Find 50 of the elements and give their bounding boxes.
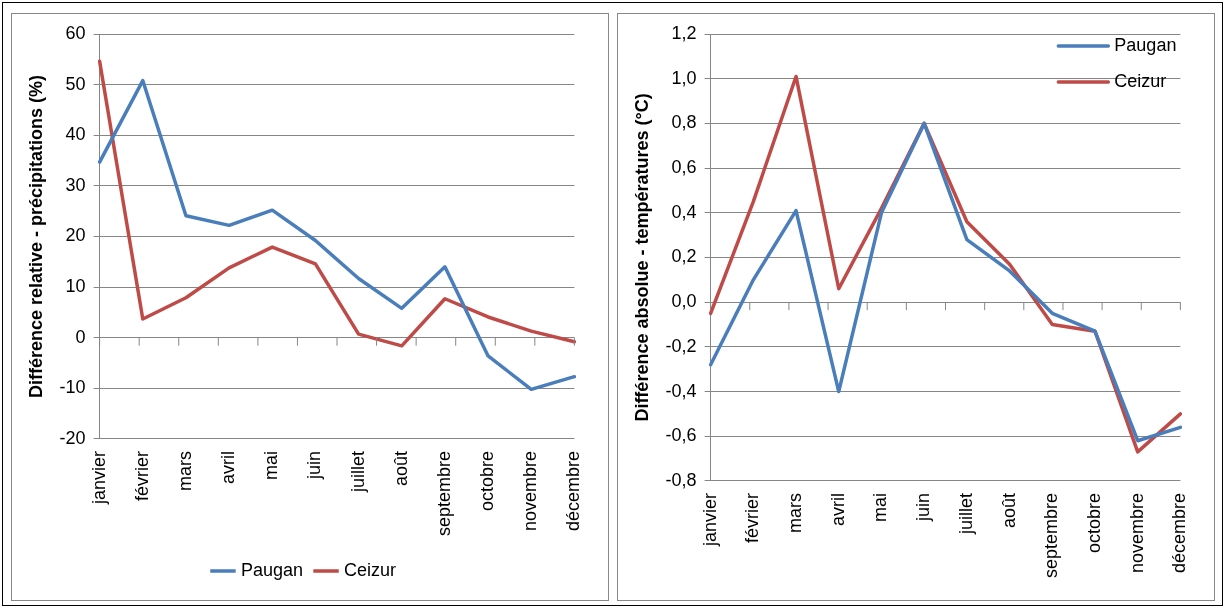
y-tick-label: -10 xyxy=(59,377,86,398)
x-tick-label: octobre xyxy=(1083,492,1104,553)
x-tick-label: août xyxy=(998,492,1019,528)
legend-label: Ceizur xyxy=(1114,70,1167,91)
y-tick-label: 0,2 xyxy=(671,246,697,267)
y-tick-label: 30 xyxy=(65,174,86,195)
y-tick-label: 0,4 xyxy=(671,201,697,222)
x-tick-label: juin xyxy=(913,492,934,522)
y-tick-label: -0,6 xyxy=(665,425,697,446)
y-tick-label: 10 xyxy=(65,276,86,297)
x-tick-label: mars xyxy=(785,492,805,533)
x-tick-label: février xyxy=(742,492,763,543)
x-tick-label: janvier xyxy=(88,450,109,505)
y-axis-title: Différence relative - précipitations (%) xyxy=(25,74,46,399)
y-tick-label: -0,4 xyxy=(665,380,697,401)
x-tick-label: juin xyxy=(304,450,325,480)
y-tick-label: 1,0 xyxy=(671,67,697,88)
x-tick-label: novembre xyxy=(520,450,541,531)
x-tick-label: novembre xyxy=(1126,492,1147,573)
legend-label: Paugan xyxy=(1114,34,1177,55)
x-tick-label: septembre xyxy=(433,450,454,536)
y-tick-label: 1,2 xyxy=(671,22,697,43)
y-tick-label: 20 xyxy=(65,225,86,246)
x-tick-label: mai xyxy=(870,492,891,522)
x-tick-label: décembre xyxy=(563,450,584,531)
x-tick-label: mars xyxy=(174,450,195,491)
legend-label: Paugan xyxy=(240,559,304,580)
y-tick-label: -20 xyxy=(59,427,86,448)
x-tick-label: mai xyxy=(261,450,282,480)
y-tick-label: 0,8 xyxy=(671,112,697,133)
y-tick-label: 60 xyxy=(65,22,86,43)
y-tick-label: 40 xyxy=(65,124,86,145)
x-tick-label: août xyxy=(390,450,411,486)
y-tick-label: 0,6 xyxy=(671,157,697,178)
legend-label: Ceizur xyxy=(344,559,397,580)
y-tick-label: -0,8 xyxy=(665,469,697,490)
y-tick-label: 0 xyxy=(75,326,86,347)
x-tick-label: janvier xyxy=(699,492,720,547)
y-tick-label: 50 xyxy=(65,73,86,94)
x-tick-label: septembre xyxy=(1041,492,1062,578)
x-tick-label: avril xyxy=(218,450,239,484)
x-tick-label: février xyxy=(131,450,152,501)
x-tick-label: octobre xyxy=(477,450,498,511)
x-tick-label: juillet xyxy=(955,492,976,535)
y-tick-label: -0,2 xyxy=(665,335,697,356)
x-tick-label: avril xyxy=(827,492,848,526)
x-tick-label: juillet xyxy=(347,450,368,493)
y-axis-title: Différence absolue - températures (°C) xyxy=(631,93,652,422)
y-tick-label: 0,0 xyxy=(671,291,697,312)
x-tick-label: décembre xyxy=(1169,492,1190,573)
